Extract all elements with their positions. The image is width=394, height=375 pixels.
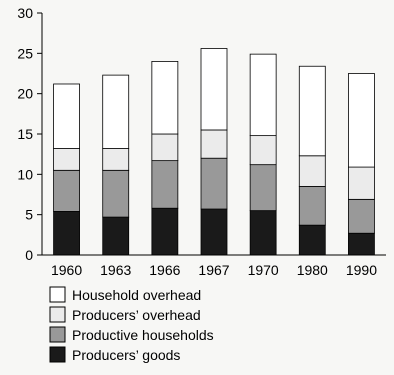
bar-segment [200, 208, 228, 256]
bars [53, 48, 375, 256]
bar-segment [151, 61, 179, 135]
x-axis: 1960 1963 1966 1967 1970 1980 1990 [42, 254, 386, 278]
x-tick-label: 1970 [248, 262, 279, 278]
x-tick-label: 1963 [100, 262, 131, 278]
bar-segment [151, 133, 179, 162]
y-tick-label: 0 [25, 247, 33, 263]
legend-label: Producers’ overhead [72, 307, 201, 323]
legend-swatch [49, 286, 66, 303]
bar-segment [53, 169, 80, 212]
bar-segment [200, 48, 228, 131]
legend-swatch [49, 306, 66, 323]
legend-swatch [49, 346, 66, 363]
bar-segment [102, 74, 130, 149]
x-tick-label: 1980 [297, 262, 328, 278]
bar-segment [200, 129, 228, 159]
bar-segment [298, 65, 326, 157]
y-axis: 0 5 10 15 20 25 30 [17, 5, 43, 263]
bar-segment [53, 211, 80, 256]
bar-segment [348, 198, 375, 234]
x-tick-label: 1960 [51, 262, 82, 278]
y-tick-label: 15 [17, 126, 33, 142]
legend-label: Producers’ goods [72, 347, 180, 363]
bar-segment [200, 157, 228, 210]
legend-swatch [49, 326, 66, 343]
bar-segment [102, 216, 130, 256]
bar-segment [298, 224, 326, 256]
bar-segment [298, 155, 326, 187]
legend: Household overhead Producers’ overhead Pro… [49, 286, 214, 363]
bar-segment [53, 148, 80, 171]
x-tick-label: 1990 [346, 262, 377, 278]
bar-segment [249, 164, 277, 212]
bar-segment [53, 83, 80, 149]
y-tick-label: 25 [17, 45, 33, 61]
bar-segment [249, 210, 277, 256]
x-tick-label: 1967 [198, 262, 229, 278]
bar-segment [249, 53, 277, 137]
bar-segment [151, 207, 179, 256]
bar-segment [102, 148, 130, 171]
y-tick-label: 5 [25, 207, 33, 223]
y-tick-label: 30 [17, 5, 33, 21]
bar-segment [298, 186, 326, 226]
x-tick-label: 1966 [149, 262, 180, 278]
legend-label: Productive households [72, 327, 214, 343]
legend-label: Household overhead [72, 287, 201, 303]
bar-segment [348, 166, 375, 200]
bar-segment [102, 169, 130, 218]
bar-segment [348, 232, 375, 256]
bar-segment [348, 73, 375, 168]
y-tick-label: 20 [17, 86, 33, 102]
y-tick-label: 10 [17, 166, 33, 182]
bar-segment [249, 135, 277, 166]
bar-segment [151, 160, 179, 209]
